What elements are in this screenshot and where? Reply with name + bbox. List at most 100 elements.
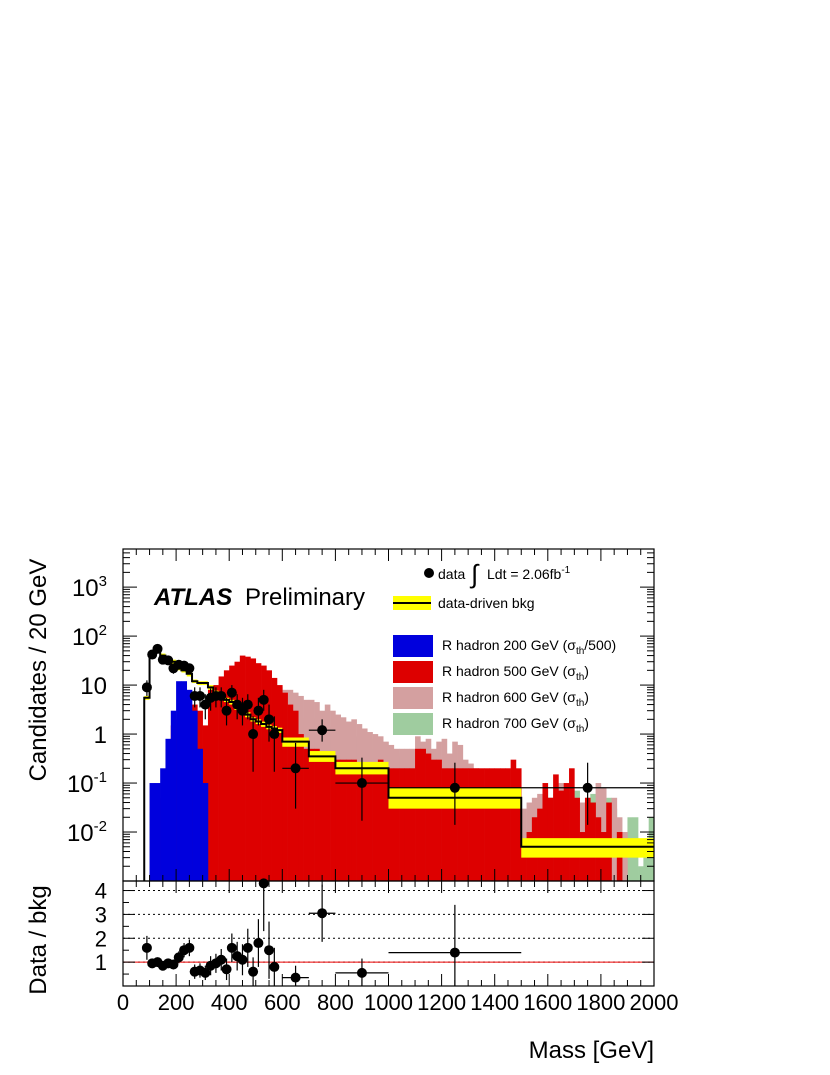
ratio-point (253, 938, 264, 949)
bkg-band-bin (521, 838, 654, 858)
signal-200-bar (154, 783, 161, 881)
main-y-tick-label: 10 (80, 673, 107, 700)
ratio-point (173, 952, 184, 963)
signal-500-bar (330, 759, 336, 881)
legend: data ∫ Ldt = 2.06fb-1 data-driven bkg R … (393, 559, 616, 735)
data-point (582, 782, 593, 793)
signal-200-bar (160, 768, 166, 881)
ratio-point (356, 967, 367, 978)
signal-500-bar (255, 663, 262, 881)
ratio-y-tick-label: 3 (95, 902, 107, 927)
signal-500-bar (335, 759, 342, 881)
ratio-point (226, 942, 237, 953)
data-point (194, 690, 205, 701)
atlas-sublabel: Preliminary (245, 584, 365, 611)
ratio-point (317, 908, 328, 919)
data-point (141, 682, 152, 693)
signal-500-bar (223, 670, 230, 881)
ratio-point (216, 954, 227, 965)
signal-500-bar (266, 670, 272, 881)
ratio-point (184, 942, 195, 953)
signal-500-bar (457, 768, 464, 881)
main-y-ticks: 10-2 10-1 1 10 102 103 (67, 548, 655, 882)
ratio-point (264, 945, 275, 956)
signal-500-bar (234, 661, 241, 881)
ratio-point (269, 961, 280, 972)
signal-200-bar (197, 748, 203, 881)
signal-500-bar (213, 685, 219, 881)
signal-200-bar (165, 738, 172, 881)
signal-500-bar (446, 768, 453, 881)
signal-500-bar (489, 768, 495, 881)
main-y-tick-label: 103 (72, 573, 107, 602)
x-tick-label: 1000 (364, 990, 413, 1015)
ratio-point (141, 942, 152, 953)
signal-500-bar (319, 753, 326, 881)
ratio-points (141, 878, 522, 986)
ratio-point (248, 966, 259, 977)
x-axis-label: Mass [GeV] (529, 1037, 654, 1064)
signal-500-bar (271, 677, 278, 881)
signal-500-bar (542, 783, 549, 881)
ratio-point (200, 967, 211, 978)
signal-500-bar (558, 790, 565, 881)
signal-700-bar (638, 866, 644, 881)
legend-sig700-label: R hadron 700 GeV (σth) (442, 715, 589, 735)
x-tick-label: 2000 (630, 990, 679, 1015)
signal-200-histogram (149, 681, 209, 881)
signal-700-bar (654, 866, 660, 881)
legend-bkg-label: data-driven bkg (438, 595, 535, 611)
legend-sig500-swatch (393, 661, 433, 683)
signal-500-bar (563, 783, 570, 881)
signal-200-bar (181, 681, 188, 881)
signal-200-bar (202, 783, 209, 881)
legend-sig700-swatch (393, 713, 433, 735)
x-tick-label: 1400 (470, 990, 519, 1015)
main-y-tick-label: 1 (94, 722, 107, 749)
signal-500-bar (229, 665, 235, 881)
signal-200-bar (186, 689, 193, 881)
signal-500-bar (404, 768, 411, 881)
legend-data-label: data (438, 566, 465, 582)
signal-200-bar (149, 783, 156, 881)
data-point (248, 729, 259, 740)
data-point (317, 725, 328, 736)
signal-500-bar (367, 768, 373, 881)
signal-500-bar (553, 774, 559, 881)
signal-500-bar (383, 768, 389, 881)
main-y-tick-label: 10-1 (67, 769, 107, 798)
data-point (449, 782, 460, 793)
ratio-y-tick-label: 2 (95, 926, 107, 951)
data-point (242, 699, 253, 710)
signal-500-bar (388, 768, 395, 881)
signal-500-bar (500, 768, 506, 881)
main-y-tick-label: 102 (72, 622, 107, 651)
legend-sig500-label: R hadron 500 GeV (σth) (442, 663, 589, 683)
signal-500-bar (261, 665, 267, 881)
signal-500-bar (207, 689, 214, 881)
x-tick-label: 400 (211, 990, 248, 1015)
signal-500-bar (436, 759, 442, 881)
signal-500-bar (569, 768, 575, 881)
legend-sig600-label: R hadron 600 GeV (σth) (442, 689, 589, 709)
ratio-point (290, 972, 301, 983)
signal-500-bar (239, 655, 246, 881)
signal-500-bar (425, 753, 432, 881)
main-plot: 10-2 10-1 1 10 102 103 (67, 548, 660, 882)
signal-500-bar (430, 759, 437, 881)
signal-500-bar (245, 656, 251, 881)
data-point (258, 694, 269, 705)
signal-500-bar (409, 768, 416, 881)
legend-sig200-label: R hadron 200 GeV (σth/500) (442, 637, 616, 657)
signal-500-bar (324, 759, 331, 881)
data-point (152, 643, 163, 654)
ratio-y-tick-label: 1 (95, 950, 107, 975)
signal-500-bar (415, 748, 421, 881)
main-ylabel: Candidates / 20 GeV (25, 559, 52, 782)
ratio-point (237, 954, 248, 965)
ratio-point (242, 942, 253, 953)
signal-500-bar (361, 768, 368, 881)
